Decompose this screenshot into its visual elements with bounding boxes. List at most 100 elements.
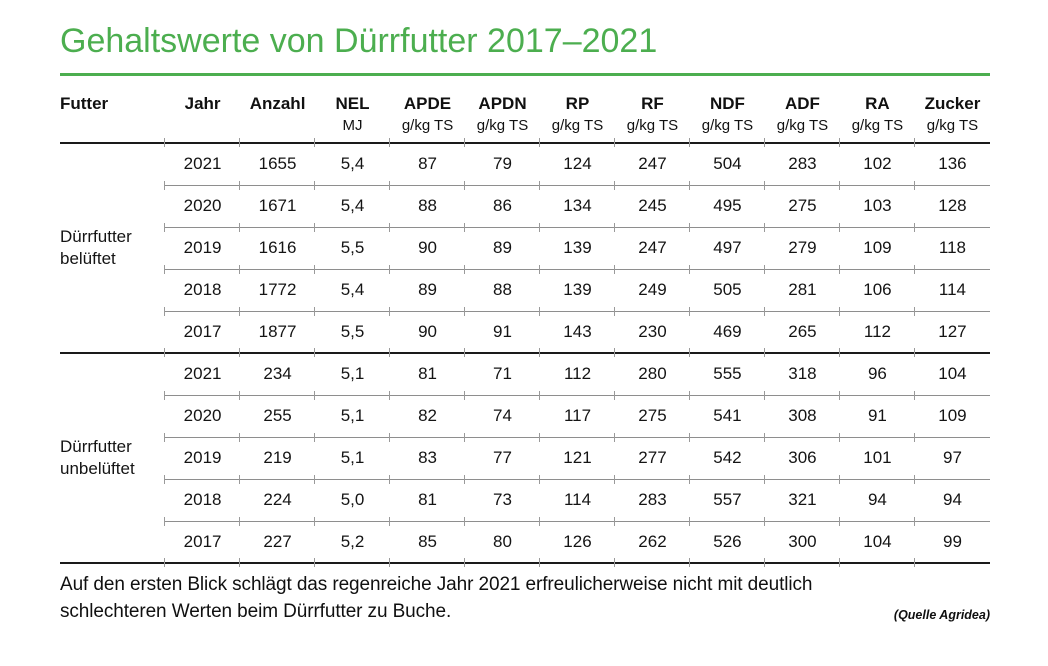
- value-cell: 117: [539, 394, 615, 442]
- value-cell: 541: [688, 394, 765, 442]
- value-cell: 5,4: [314, 184, 391, 232]
- value-cell: 127: [913, 310, 990, 358]
- value-cell: 86: [464, 184, 540, 232]
- value-cell: 469: [688, 310, 765, 358]
- value-cell: 83: [389, 436, 466, 484]
- column-unit: g/kg TS: [551, 117, 604, 134]
- group-label-cell: Dürrfutter belüftet: [60, 227, 132, 268]
- year-cell: 2018: [164, 478, 241, 526]
- nutrition-table: Futter Jahr Anzahl NEL MJ APDE g/kg TS APDN g/kg…: [60, 89, 990, 568]
- column-header-ra: RA g/kg TS: [838, 89, 915, 147]
- column-unit: g/kg TS: [701, 117, 754, 134]
- column-header-apde: APDE g/kg TS: [389, 89, 466, 147]
- table-caption: Auf den ersten Blick schlägt das regenre…: [60, 571, 990, 625]
- value-cell: 557: [688, 478, 765, 526]
- value-cell: 91: [464, 310, 540, 358]
- year-cell: 2019: [164, 436, 241, 484]
- table-row: 2017 1877 5,5 90 91 143 230 469 265 112 127: [60, 310, 990, 358]
- column-header-rf: RF g/kg TS: [613, 89, 690, 147]
- page: Gehaltswerte von Dürrfutter 2017–2021 Fu…: [60, 22, 990, 625]
- column-header-rp: RP g/kg TS: [539, 89, 615, 147]
- value-cell: 5,2: [314, 520, 391, 568]
- value-cell: 542: [688, 436, 765, 484]
- year-cell: 2021: [164, 143, 240, 189]
- value-cell: 279: [763, 226, 840, 274]
- value-cell: 5,1: [314, 352, 391, 401]
- value-cell: 227: [239, 520, 316, 568]
- value-cell: 134: [539, 184, 615, 232]
- value-cell: 5,5: [314, 310, 391, 358]
- value-cell: 102: [838, 143, 915, 189]
- value-cell: 109: [838, 226, 915, 274]
- value-cell: 234: [239, 352, 316, 401]
- value-cell: 281: [763, 268, 840, 316]
- value-cell: 224: [239, 478, 316, 526]
- year-cell: 2020: [164, 394, 241, 442]
- title-rule: [60, 73, 990, 76]
- value-cell: 77: [464, 436, 540, 484]
- value-cell: 275: [613, 394, 690, 442]
- value-cell: 106: [838, 268, 915, 316]
- value-cell: 143: [539, 310, 615, 358]
- value-cell: 97: [913, 436, 990, 484]
- value-cell: 283: [763, 143, 840, 189]
- column-label: RP: [565, 94, 590, 113]
- value-cell: 262: [613, 520, 690, 568]
- value-cell: 5,4: [314, 268, 391, 316]
- value-cell: 5,1: [314, 436, 391, 484]
- year-cell: 2017: [164, 520, 241, 568]
- value-cell: 318: [763, 352, 840, 401]
- value-cell: 249: [613, 268, 690, 316]
- caption-note: Auf den ersten Blick schlägt das regenre…: [60, 574, 813, 622]
- value-cell: 275: [763, 184, 840, 232]
- value-cell: 280: [613, 352, 690, 401]
- value-cell: 114: [913, 268, 990, 316]
- value-cell: 300: [763, 520, 840, 568]
- value-cell: 88: [389, 184, 466, 232]
- group-label-cell: Dürrfutter unbelüftet: [60, 352, 166, 563]
- value-cell: 90: [389, 310, 466, 358]
- column-label: Anzahl: [249, 94, 306, 113]
- table-row: 2019 219 5,1 83 77 121 277 542 306 101 97: [60, 436, 990, 484]
- value-cell: 81: [389, 478, 466, 526]
- value-cell: 526: [688, 520, 765, 568]
- value-cell: 124: [539, 143, 615, 189]
- column-label: RA: [865, 94, 890, 113]
- value-cell: 306: [763, 436, 840, 484]
- value-cell: 230: [613, 310, 690, 358]
- table-row: 2019 1616 5,5 90 89 139 247 497 279 109 118: [60, 226, 990, 274]
- column-header-anzahl: Anzahl: [239, 89, 316, 147]
- column-unit: [240, 116, 315, 136]
- value-cell: 139: [539, 268, 615, 316]
- value-cell: 74: [464, 394, 540, 442]
- value-cell: 96: [838, 352, 915, 401]
- year-cell: 2021: [164, 352, 241, 401]
- value-cell: 555: [688, 352, 765, 401]
- value-cell: 126: [539, 520, 615, 568]
- column-label: Zucker: [924, 94, 981, 113]
- value-cell: 104: [838, 520, 915, 568]
- value-cell: 504: [688, 143, 765, 189]
- column-header-ndf: NDF g/kg TS: [688, 89, 765, 147]
- value-cell: 1655: [239, 143, 315, 189]
- value-cell: 81: [389, 352, 466, 401]
- value-cell: 1877: [239, 310, 316, 358]
- value-cell: 283: [613, 478, 690, 526]
- value-cell: 90: [389, 226, 466, 274]
- value-cell: 73: [464, 478, 540, 526]
- column-unit: g/kg TS: [401, 117, 454, 134]
- column-unit: g/kg TS: [776, 117, 829, 134]
- value-cell: 321: [763, 478, 840, 526]
- value-cell: 82: [389, 394, 466, 442]
- value-cell: 112: [838, 310, 915, 358]
- year-cell: 2020: [164, 184, 241, 232]
- column-label: APDN: [478, 94, 527, 113]
- table-row: Dürrfutter unbelüftet 2021 234 5,1 81 71 112 28…: [60, 352, 990, 563]
- value-cell: 136: [913, 143, 990, 189]
- column-label: ADF: [784, 94, 820, 113]
- value-cell: 80: [464, 520, 540, 568]
- column-header-jahr: Jahr: [164, 89, 241, 147]
- value-cell: 255: [239, 394, 316, 442]
- table-row: 2018 224 5,0 81 73 114 283 557 321 94 94: [60, 478, 990, 526]
- value-cell: 112: [539, 352, 615, 401]
